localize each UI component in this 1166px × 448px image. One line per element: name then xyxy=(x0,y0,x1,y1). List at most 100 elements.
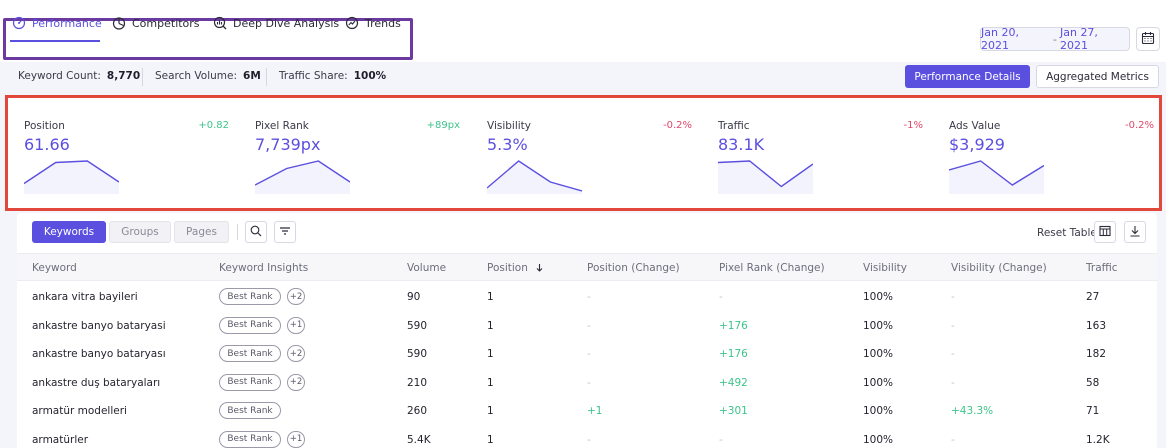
calendar-button[interactable] xyxy=(1136,27,1160,51)
column-traffic[interactable]: Traffic xyxy=(1086,262,1118,274)
aggregated-metrics-button[interactable]: Aggregated Metrics xyxy=(1036,65,1159,88)
table-row[interactable]: ankastre banyo bataryasi 590 1 - +176 100% - 16… xyxy=(17,312,1157,341)
date-range-picker[interactable]: Jan 20, 2021 - Jan 27, 2021 xyxy=(980,26,1130,52)
search-button[interactable] xyxy=(245,221,267,243)
columns-icon xyxy=(1099,225,1111,240)
search-volume-value: 6M xyxy=(243,70,261,82)
metric-label: Pixel Rank xyxy=(255,120,309,132)
tab-deep-dive-analysis[interactable]: Deep Dive Analysis xyxy=(213,14,339,32)
cell-position-change: - xyxy=(587,319,591,332)
tab-trends[interactable]: Trends xyxy=(345,14,401,32)
cell-position-change: +1 xyxy=(587,405,603,417)
metric-sparkline xyxy=(718,160,813,194)
cell-volume: 5.4K xyxy=(407,433,431,446)
keyword-count-value: 8,770 xyxy=(106,70,141,82)
date-start: Jan 20, 2021 xyxy=(981,26,1019,52)
gauge-icon xyxy=(12,16,26,30)
metric-value: $3,929 xyxy=(949,135,1005,154)
metric-change: -0.2% xyxy=(1124,120,1154,131)
metric-sparkline xyxy=(949,160,1044,194)
traffic-share-value: 100% xyxy=(353,70,387,82)
groups-toggle[interactable]: Groups xyxy=(109,221,171,243)
metric-sparkline xyxy=(487,160,582,194)
tab-competitors[interactable]: Competitors xyxy=(112,14,200,32)
table-row[interactable]: ankastre duş bataryaları 210 1 - +492 100% - 58… xyxy=(17,369,1157,398)
cell-pixel-rank-change: +176 xyxy=(719,348,748,360)
metric-position[interactable]: Position +0.82 61.66 xyxy=(24,120,229,200)
tab-label: Deep Dive Analysis xyxy=(233,16,340,30)
best-rank-badge[interactable]: Best Rank xyxy=(219,402,281,419)
column-keyword-insights[interactable]: Keyword Insights xyxy=(219,262,309,274)
columns-button[interactable] xyxy=(1094,221,1116,243)
cell-visibility-change: +43.3% xyxy=(951,405,994,417)
table-row[interactable]: armatürler 5.4K 1 - - 100% - 1.2K Best Rank +1 xyxy=(17,426,1157,448)
more-insights-badge[interactable]: +2 xyxy=(287,373,305,391)
cell-keyword: ankastre banyo bataryası xyxy=(32,348,166,360)
cell-position: 1 xyxy=(487,376,494,389)
cell-pixel-rank-change: +492 xyxy=(719,376,748,389)
column-visibility-change[interactable]: Visibility (Change) xyxy=(951,262,1047,274)
search-icon xyxy=(250,225,262,240)
column-position-change[interactable]: Position (Change) xyxy=(587,262,680,274)
table-row[interactable]: ankara vitra bayileri 90 1 - - 100% - 27 Best Ra… xyxy=(17,283,1157,312)
more-insights-badge[interactable]: +2 xyxy=(287,288,305,305)
cell-visibility-change: - xyxy=(951,319,955,332)
download-button[interactable] xyxy=(1124,221,1146,243)
cell-position: 1 xyxy=(487,291,494,303)
best-rank-badge[interactable]: Best Rank xyxy=(219,373,281,391)
filter-button[interactable] xyxy=(274,221,296,243)
cell-visibility: 100% xyxy=(863,291,894,303)
performance-details-button[interactable]: Performance Details xyxy=(905,65,1030,88)
metric-change: +0.82 xyxy=(198,120,229,131)
metrics-panel: Position +0.82 61.66 Pixel Rank +89px 7,… xyxy=(5,95,1162,211)
pages-toggle[interactable]: Pages xyxy=(174,221,229,243)
metric-traffic[interactable]: Traffic -1% 83.1K xyxy=(718,120,923,200)
table-row[interactable]: ankastre banyo bataryası 590 1 - +176 100% - 18… xyxy=(17,340,1157,369)
sparkline-area xyxy=(255,161,350,194)
metric-visibility[interactable]: Visibility -0.2% 5.3% xyxy=(487,120,692,200)
metric-ads-value[interactable]: Ads Value -0.2% $3,929 xyxy=(949,120,1154,200)
best-rank-badge[interactable]: Best Rank xyxy=(219,430,281,448)
sparkline-area xyxy=(949,161,1044,194)
calendar-icon xyxy=(1141,31,1155,48)
metric-sparkline xyxy=(24,160,119,194)
table-row[interactable]: armatür modelleri 260 1 +1 +301 100% +43.3% 71 B… xyxy=(17,397,1157,426)
cell-volume: 260 xyxy=(407,405,428,417)
best-rank-badge[interactable]: Best Rank xyxy=(219,288,281,305)
keywords-toggle[interactable]: Keywords xyxy=(32,221,106,243)
sparkline-line xyxy=(718,160,813,188)
cell-pixel-rank-change: - xyxy=(719,291,723,303)
column-position[interactable]: Position xyxy=(487,262,544,274)
sparkline-area xyxy=(24,161,119,194)
column-keyword[interactable]: Keyword xyxy=(32,262,77,274)
metric-label: Traffic xyxy=(718,120,750,132)
cell-position-change: - xyxy=(587,376,591,389)
cell-position: 1 xyxy=(487,319,494,332)
column-volume[interactable]: Volume xyxy=(407,262,447,274)
cell-pixel-rank-change: - xyxy=(719,433,723,446)
metric-sparkline xyxy=(255,160,350,194)
metric-label: Position xyxy=(24,120,65,132)
more-insights-badge[interactable]: +1 xyxy=(287,430,305,448)
keyword-count: Keyword Count: 8,770 xyxy=(18,70,140,82)
more-insights-badge[interactable]: +1 xyxy=(287,316,305,334)
column-visibility[interactable]: Visibility xyxy=(863,262,908,274)
tab-performance[interactable]: Performance xyxy=(12,14,102,32)
reset-table-link[interactable]: Reset Table xyxy=(1037,227,1097,239)
best-rank-badge[interactable]: Best Rank xyxy=(219,316,281,334)
column-pixel-rank-change[interactable]: Pixel Rank (Change) xyxy=(719,262,825,274)
metric-pixel-rank[interactable]: Pixel Rank +89px 7,739px xyxy=(255,120,460,200)
cell-traffic: 71 xyxy=(1086,405,1100,417)
cell-keyword: armatür modelleri xyxy=(32,405,127,417)
cell-visibility: 100% xyxy=(863,376,894,389)
cell-position: 1 xyxy=(487,405,494,417)
trend-up-icon xyxy=(345,16,359,30)
metric-label: Ads Value xyxy=(949,120,1001,132)
cell-keyword: ankara vitra bayileri xyxy=(32,291,138,303)
cell-pixel-rank-change: +176 xyxy=(719,319,748,332)
metric-change: -1% xyxy=(903,120,923,131)
more-insights-badge[interactable]: +2 xyxy=(287,345,305,362)
keyword-count-label: Keyword Count: xyxy=(18,70,101,82)
cell-traffic: 182 xyxy=(1086,348,1107,360)
best-rank-badge[interactable]: Best Rank xyxy=(219,345,281,362)
